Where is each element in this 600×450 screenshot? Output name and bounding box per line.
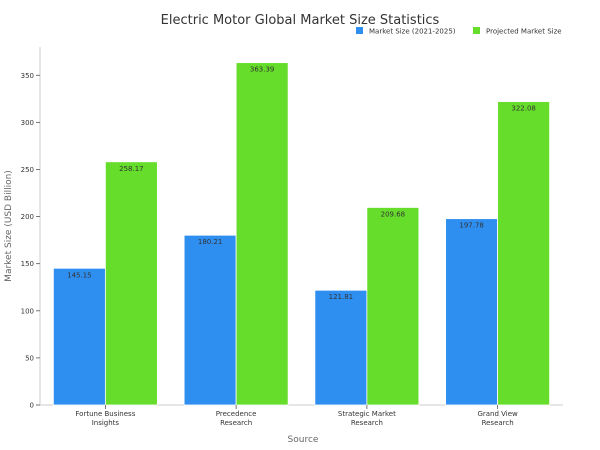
y-tick-label: 0 xyxy=(30,402,34,410)
bar-value-label: 121.81 xyxy=(329,293,354,301)
bar xyxy=(445,218,499,406)
bar-value-label: 197.78 xyxy=(459,222,484,230)
x-tick-label: Fortune Business xyxy=(75,410,135,418)
bar xyxy=(52,267,106,406)
bar xyxy=(104,161,158,406)
legend-swatch-projected xyxy=(473,27,480,34)
bar-value-label: 363.39 xyxy=(250,66,275,74)
y-tick-label: 50 xyxy=(25,354,34,362)
y-tick-label: 300 xyxy=(21,119,34,127)
legend-label-projected: Projected Market Size xyxy=(486,28,562,36)
y-tick-label: 150 xyxy=(21,260,34,268)
bar-value-label: 180.21 xyxy=(198,238,223,246)
bar-value-label: 258.17 xyxy=(119,165,144,173)
x-tick-label: Research xyxy=(351,419,383,427)
bar-value-label: 209.68 xyxy=(381,210,406,218)
x-tick-label: Precedence xyxy=(216,410,257,418)
legend: Market Size (2021-2025) Projected Market… xyxy=(356,27,562,36)
x-tick-label: Grand View xyxy=(477,410,518,418)
x-tick-label: Strategic Market xyxy=(338,410,396,418)
bar-value-label: 145.15 xyxy=(67,271,92,279)
plot-area: 0 50 100 150 200 250 300 350 145.15 258.17 Fortune… xyxy=(21,47,563,427)
bar xyxy=(366,207,420,406)
bar-value-label: 322.08 xyxy=(511,105,536,113)
legend-swatch-market-size xyxy=(356,27,363,34)
y-tick-label: 250 xyxy=(21,166,34,174)
legend-label-market-size: Market Size (2021-2025) xyxy=(369,28,456,36)
bar xyxy=(497,101,551,406)
x-axis-label: Source xyxy=(288,435,319,445)
y-axis-label: Market Size (USD Billion) xyxy=(4,170,14,282)
y-tick-label: 350 xyxy=(21,72,34,80)
bar xyxy=(314,289,368,406)
x-tick-label: Research xyxy=(482,419,514,427)
chart-title: Electric Motor Global Market Size Statis… xyxy=(161,13,440,28)
bar xyxy=(183,234,237,406)
x-tick-label: Insights xyxy=(92,419,120,427)
bar xyxy=(235,62,289,406)
y-tick-label: 100 xyxy=(21,307,34,315)
y-tick-label: 200 xyxy=(21,213,34,221)
x-tick-label: Research xyxy=(220,419,252,427)
